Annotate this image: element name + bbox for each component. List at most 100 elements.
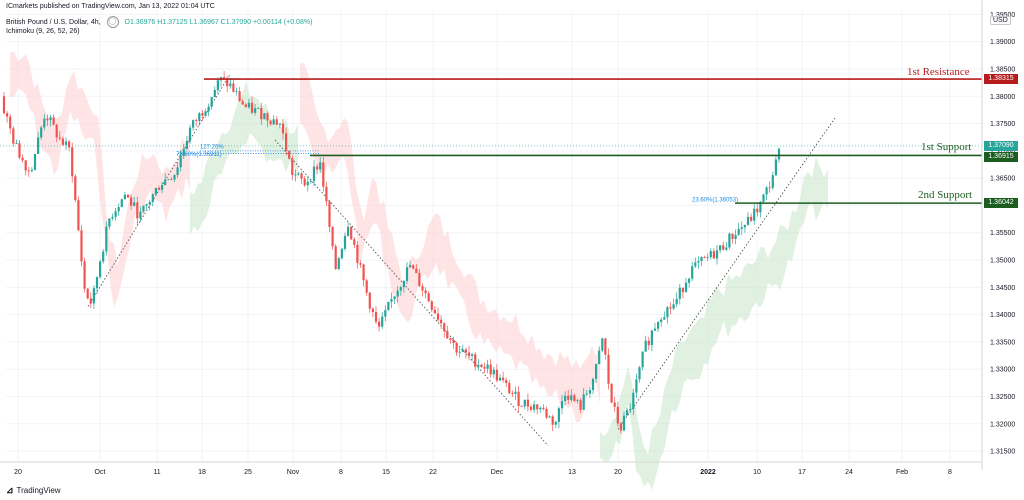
candle-body — [777, 148, 781, 160]
x-tick-label: 13 — [568, 469, 576, 476]
candle-body — [564, 395, 567, 402]
candle-body — [551, 416, 554, 425]
candle-body — [387, 301, 390, 311]
candle-body — [545, 409, 548, 418]
candle-body — [691, 266, 694, 279]
candle-body — [24, 160, 27, 171]
candle-body — [164, 179, 167, 185]
candle-body — [653, 328, 657, 331]
candle-body — [753, 208, 756, 221]
candle-body — [443, 323, 446, 332]
candle-body — [626, 410, 629, 416]
candle-body — [743, 224, 746, 228]
candle-body — [173, 175, 176, 180]
candle-body — [746, 216, 750, 225]
candle-body — [489, 364, 492, 375]
candle-body — [706, 257, 709, 258]
candle-body — [610, 383, 613, 403]
candle-body — [591, 378, 595, 391]
candle-body — [588, 390, 591, 394]
candle-body — [502, 377, 505, 381]
candle-body — [440, 319, 443, 324]
fib-label-127: 127.20% — [200, 145, 224, 151]
candle-body — [669, 307, 672, 309]
candle-body — [430, 301, 433, 310]
candle-body — [629, 408, 632, 411]
x-tick-label: 18 — [198, 469, 206, 476]
candle-body — [12, 128, 15, 144]
candle-body — [415, 268, 418, 274]
candle-body — [765, 187, 768, 195]
currency-badge[interactable]: USD — [990, 16, 1011, 25]
candle-body — [216, 80, 219, 91]
y-tick-label: 1.36500 — [990, 176, 1015, 183]
candle-body — [384, 310, 387, 317]
candle-body — [254, 108, 257, 113]
candle-body — [681, 287, 684, 293]
candle-body — [418, 273, 421, 287]
candle-body — [409, 265, 412, 268]
candle-body — [139, 211, 142, 219]
candle-body — [49, 117, 52, 121]
y-tick-label: 1.33500 — [990, 339, 1015, 346]
candle-body — [709, 251, 712, 258]
candle-body — [396, 290, 399, 297]
candle-body — [229, 83, 232, 87]
trend-lines: 78.60%(1.36911)127.20% 23.60%(1.36053) — [0, 74, 982, 446]
support-resistance-lines[interactable] — [204, 78, 982, 204]
trendline-up-2 — [617, 117, 836, 430]
candle-body — [281, 123, 285, 134]
candle-body — [520, 406, 523, 407]
candle-body — [71, 147, 74, 177]
candle-body — [526, 399, 529, 407]
y-tick-label: 1.35000 — [990, 258, 1015, 265]
y-tick-label: 1.33000 — [990, 367, 1015, 374]
candle-body — [688, 278, 691, 283]
x-tick-label: 8 — [948, 469, 952, 476]
candle-body — [157, 187, 161, 190]
candle-body — [725, 247, 728, 250]
candle-body — [195, 120, 198, 121]
candle-body — [111, 216, 114, 219]
candle-body — [353, 239, 356, 246]
x-tick-label: 24 — [845, 469, 853, 476]
cloud-segment — [600, 157, 828, 490]
candle-body — [33, 153, 37, 170]
y-tick-label: 1.35500 — [990, 230, 1015, 237]
support-2-label: 2nd Support — [918, 189, 973, 202]
candle-body — [359, 263, 362, 265]
tradingview-logo[interactable]: ⊿ TradingView — [6, 485, 61, 496]
candle-body — [145, 204, 148, 206]
candle-body — [142, 205, 145, 212]
x-tick-label: 25 — [244, 469, 252, 476]
candle-body — [514, 391, 517, 394]
candle-body — [759, 201, 762, 213]
candle-body — [368, 292, 371, 309]
symbol-name[interactable]: British Pound / U.S. Dollar, 4h, — [6, 18, 101, 26]
candle-body — [511, 393, 514, 395]
candle-body — [378, 321, 381, 327]
candle-body — [275, 119, 278, 125]
candle-body — [192, 120, 195, 128]
candle-body — [421, 286, 424, 291]
axes: 1.39500 1.39000 1.38500 1.38000 1.37500 1.370… — [0, 0, 1015, 476]
x-tick-label: 17 — [798, 469, 806, 476]
settings-icon[interactable]: ◯ — [106, 16, 119, 28]
candle-body — [334, 246, 337, 270]
candle-body — [694, 262, 697, 267]
candle-body — [635, 379, 638, 393]
candle-body — [319, 162, 322, 170]
candle-body — [102, 251, 105, 262]
candle-body — [43, 118, 46, 128]
candle-body — [272, 119, 275, 125]
candle-body — [120, 199, 123, 208]
candle-body — [343, 235, 347, 249]
candle-body — [560, 401, 564, 409]
x-tick-label: Nov — [287, 469, 300, 476]
candle-body — [771, 175, 774, 188]
candle-body — [399, 287, 402, 291]
candle-body — [365, 280, 368, 293]
indicator-legend[interactable]: Ichimoku (9, 26, 52, 26) — [6, 28, 80, 35]
candle-body — [362, 264, 365, 281]
